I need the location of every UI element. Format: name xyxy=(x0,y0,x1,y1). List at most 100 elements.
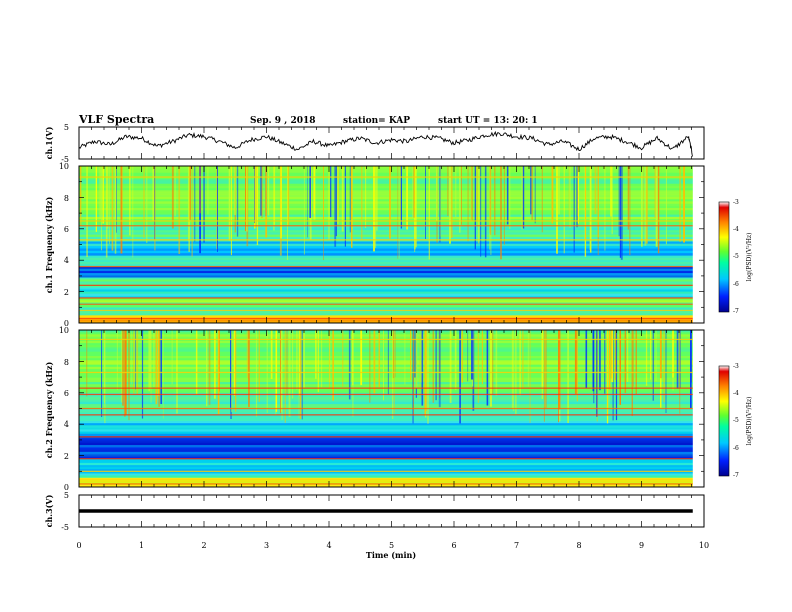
spectrogram-ch2-band-row xyxy=(79,401,704,405)
spectrogram-ch1-tone-line xyxy=(79,309,704,312)
spectrogram-ch1-sferic-streak xyxy=(307,166,308,238)
spectrogram-ch1-sferic-streak xyxy=(267,166,270,216)
spectrogram-ch2-sferic-streak xyxy=(360,330,363,386)
spectrogram-ch1-sferic-streak xyxy=(415,166,417,248)
spectrogram-ch1-band-row xyxy=(79,227,704,231)
spectrogram-ch1-sferic-streak xyxy=(328,166,330,240)
spectrogram-ch1-band-row xyxy=(79,248,704,251)
spectrogram-ch2-sferic-streak xyxy=(511,330,513,409)
spectrogram-ch1-sferic-streak xyxy=(335,166,337,237)
spectrogram-ch1-sferic-streak xyxy=(641,166,643,247)
spectrogram-ch1-sferic-streak xyxy=(412,166,414,218)
spectrogram-ch2-sferic-streak xyxy=(266,330,268,413)
ch1-ytick-bottom: -5 xyxy=(61,155,69,164)
time-tick-label: 2 xyxy=(201,541,206,550)
spectrogram-ch1-sferic-streak xyxy=(551,166,554,224)
spectrogram-ch1-sferic-streak xyxy=(236,166,239,237)
spectrogram-ch1-band-row xyxy=(79,232,704,235)
spectrogram-ch1-band-row xyxy=(79,185,704,189)
spectrogram-ch2-tone-line xyxy=(79,338,704,341)
spectrogram-ch1-sferic-streak xyxy=(230,166,232,256)
spectrogram-ch2-sferic-streak xyxy=(495,330,498,396)
spectrogram-ch1-band-row xyxy=(79,257,704,261)
spectrogram-ch2-sferic-streak xyxy=(414,330,416,378)
spectrogram-ch1-sferic-streak xyxy=(361,166,363,240)
spectrogram-ch2-tone-line xyxy=(79,393,704,396)
spectrogram-ch2-sferic-streak xyxy=(439,330,441,398)
spectrogram-ch2-sferic-streak xyxy=(471,330,473,380)
spectrogram-ch2-sferic-streak xyxy=(121,330,123,403)
spectrogram-ch2-band-row xyxy=(79,447,704,450)
spectrogram-ch1-sferic-streak xyxy=(280,166,282,239)
spectrogram-ch1-sferic-streak xyxy=(313,166,315,214)
spectrogram-ch1-band-row xyxy=(79,172,704,176)
spectrogram-ch1-sferic-streak xyxy=(569,166,571,228)
spectrogram-ch1-band-row xyxy=(79,287,704,290)
spectrogram-ch1-sferic-streak xyxy=(509,166,511,229)
spectrogram-ch1-band-row xyxy=(79,199,704,202)
spectrogram-ch1-sferic-streak xyxy=(474,166,476,250)
time-tick-label: 0 xyxy=(76,541,81,550)
spectrogram-ch2-sferic-streak xyxy=(527,330,529,387)
time-axis-label: Time (min) xyxy=(366,550,416,560)
spectrogram-ch1-sferic-streak xyxy=(459,166,461,233)
spectrogram-ch1-sferic-streak xyxy=(618,166,620,237)
spectrogram-ch2-sferic-streak xyxy=(233,330,236,396)
spectrogram-ch1-sferic-streak xyxy=(152,166,154,221)
spectrogram-ch1-tone-line xyxy=(79,303,704,305)
spectrogram-ch1-sferic-streak xyxy=(585,166,587,240)
spectrogram-ch2-sferic-streak xyxy=(490,330,492,407)
spectrogram-ch1-band-row xyxy=(79,212,704,215)
spectrogram-ch1-sferic-streak xyxy=(189,166,191,220)
spectrogram-ch1-sferic-streak xyxy=(107,166,109,229)
spectrogram-ch2-sferic-streak xyxy=(627,330,629,382)
spectrogram-ch2-sferic-streak xyxy=(576,330,578,402)
spectrogram-ch1-band-row xyxy=(79,293,704,296)
spectrogram-ch1-sferic-streak xyxy=(129,166,131,236)
spectrogram-ch2-band-row xyxy=(79,373,704,376)
spectrogram-ch1-band-row xyxy=(79,255,704,258)
spectrogram-ch1-band-row xyxy=(79,181,704,184)
spectrogram-ch2-sferic-streak xyxy=(529,330,531,423)
spectrogram-ch2-sferic-streak xyxy=(614,330,617,380)
spectrogram-ch2-band-row xyxy=(79,347,704,350)
spectrogram-ch2-sferic-streak xyxy=(420,330,422,383)
spectrogram-ch2-band-row xyxy=(79,336,704,339)
spectrogram-ch1-band-row xyxy=(79,313,704,316)
spectrogram-ch2-sferic-streak xyxy=(611,330,614,383)
spectrogram-ch2-sferic-streak xyxy=(299,330,302,419)
cb1-tick-3: -3 xyxy=(733,199,739,206)
time-tick-label: 5 xyxy=(389,541,394,550)
spectrogram-ch2-sferic-streak xyxy=(663,330,665,403)
spectrogram-ch2-sferic-streak xyxy=(162,330,164,419)
time-tick-label: 6 xyxy=(451,541,456,550)
spectrogram-ch2-sferic-streak xyxy=(116,330,118,390)
spectrogram-ch1-sferic-streak xyxy=(86,166,88,258)
spectrogram-ch1-sferic-streak xyxy=(330,166,332,218)
spectrogram-ch2-tone-line xyxy=(79,478,704,480)
spectrogram-ch2-sferic-streak xyxy=(512,330,515,411)
spectrogram-ch2-band-row xyxy=(79,410,704,413)
spectrogram-ch2-band-row xyxy=(79,425,704,428)
spectrogram-ch2-sferic-streak xyxy=(317,330,319,393)
spectrogram-ch1-band-row xyxy=(79,289,704,292)
spectrogram-ch1-sferic-streak xyxy=(627,166,629,230)
spectrogram-ch2-band-row xyxy=(79,473,704,476)
spectrogram-ch2-band-row xyxy=(79,467,704,470)
spectrogram-ch2-band-row xyxy=(79,366,704,370)
spectrogram-ch1-band-row xyxy=(79,315,704,318)
spectrogram-ch2-sferic-streak xyxy=(218,330,220,392)
spectrogram-ch2-sferic-streak xyxy=(150,330,152,403)
colorbar-ch2: -3 -4 -5 -6 -7 log(PSD)(V²/Hz) xyxy=(718,363,753,479)
spectrogram-ch2-sferic-streak xyxy=(258,330,260,402)
spectrogram-ch1-band-row xyxy=(79,250,704,254)
cb1-tick-4: -4 xyxy=(733,226,739,233)
date-label: Sep. 9 , 2018 xyxy=(250,116,316,126)
spectrogram-ch2-sferic-streak xyxy=(303,330,305,388)
spectrogram-ch2-sferic-streak xyxy=(558,330,561,410)
spectrogram-ch2-sferic-streak xyxy=(176,330,178,414)
spectrogram-ch1-band-row xyxy=(79,243,704,247)
spectrogram-ch1-band-row xyxy=(79,281,704,284)
